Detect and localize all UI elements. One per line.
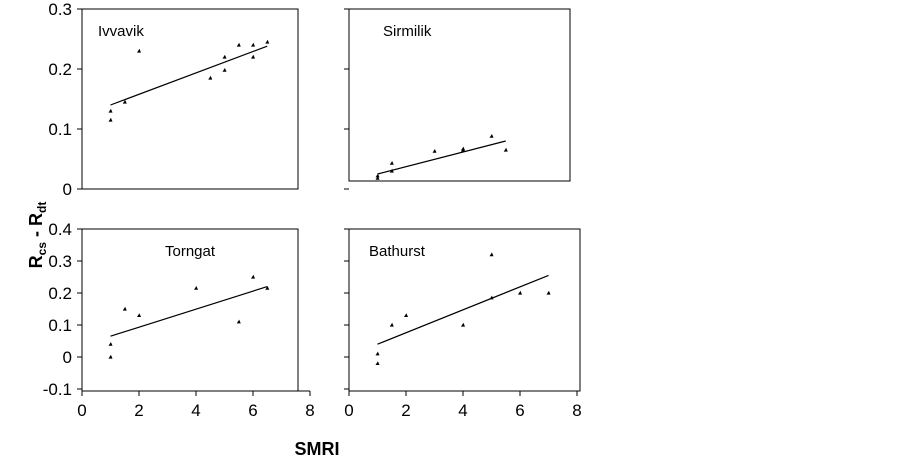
data-point [432,149,437,153]
data-point [122,306,127,311]
data-point [375,351,380,356]
y-axis-sub2: dt [35,202,49,213]
data-point [236,319,241,324]
data-point [546,290,551,295]
y-tick-label: 0.3 [48,0,72,19]
regression-line [377,274,549,345]
y-tick-label: 0.4 [48,220,72,239]
data-point [251,42,255,47]
regression-line [110,45,268,106]
regression-line [110,286,268,337]
data-point [265,39,270,44]
x-tick-label: 6 [515,401,524,420]
data-point [108,117,113,122]
data-point [122,99,127,104]
panel-title: Ivvavik [98,23,144,40]
x-tick-label: 4 [458,401,467,420]
data-point [108,354,113,359]
data-point [461,322,465,327]
panel-title: Sirmilik [383,23,432,40]
y-tick-label: -0.1 [43,380,72,399]
regression-line [377,140,506,175]
y-tick-label: 0.1 [48,120,72,139]
data-point [404,313,408,317]
data-point [208,75,213,80]
data-point [108,108,113,113]
data-point [489,134,494,138]
data-point [518,290,522,295]
data-point [461,146,465,151]
panel-sirmilik: Sirmilik [344,8,571,190]
panel-torngat: -0.1 0 0.1 0.2 0.3 0.4 0 2 4 6 8 Torngat [43,220,315,420]
data-point [222,68,227,72]
x-axis-title: SMRI [295,439,340,459]
data-point [137,313,141,317]
data-point [389,161,394,165]
plot-frame [348,8,571,182]
data-point [489,295,494,300]
panel-title: Torngat [165,243,216,260]
y-axis-sep: - [26,226,46,242]
panel-ivvavik: 0 0.1 0.2 0.3 Ivvavik [48,0,299,199]
data-point [108,342,113,346]
y-tick-label: 0 [63,348,72,367]
data-point [489,252,494,257]
y-tick-label: 0.1 [48,316,72,335]
data-point [375,176,380,180]
plot-frame [81,8,299,190]
data-point [194,286,198,290]
x-tick-label: 8 [305,401,314,420]
data-point [251,54,255,59]
panel-title: Bathurst [369,243,426,260]
data-point [251,274,255,279]
y-tick-label: 0.2 [48,60,72,79]
data-point [265,286,270,290]
x-tick-label: 6 [248,401,257,420]
y-tick-label: 0.2 [48,284,72,303]
data-point [389,168,394,173]
y-tick-label: 0.3 [48,252,72,271]
x-tick-label: 8 [572,401,581,420]
panel-bathurst: 0 2 4 6 8 Bathurst [344,228,582,420]
data-point [222,54,227,59]
data-point [375,361,380,365]
x-tick-label: 0 [77,401,86,420]
y-axis-sub1: cs [35,242,49,256]
y-tick-label: 0 [63,180,72,199]
x-tick-label: 2 [401,401,410,420]
data-point [137,48,141,53]
data-point [389,322,394,327]
data-point [375,173,380,178]
x-tick-label: 0 [344,401,353,420]
x-tick-label: 4 [191,401,200,420]
data-point [236,42,241,47]
x-tick-label: 2 [134,401,143,420]
y-axis-title: Rcs - Rdt [26,202,49,269]
data-point [503,147,508,152]
